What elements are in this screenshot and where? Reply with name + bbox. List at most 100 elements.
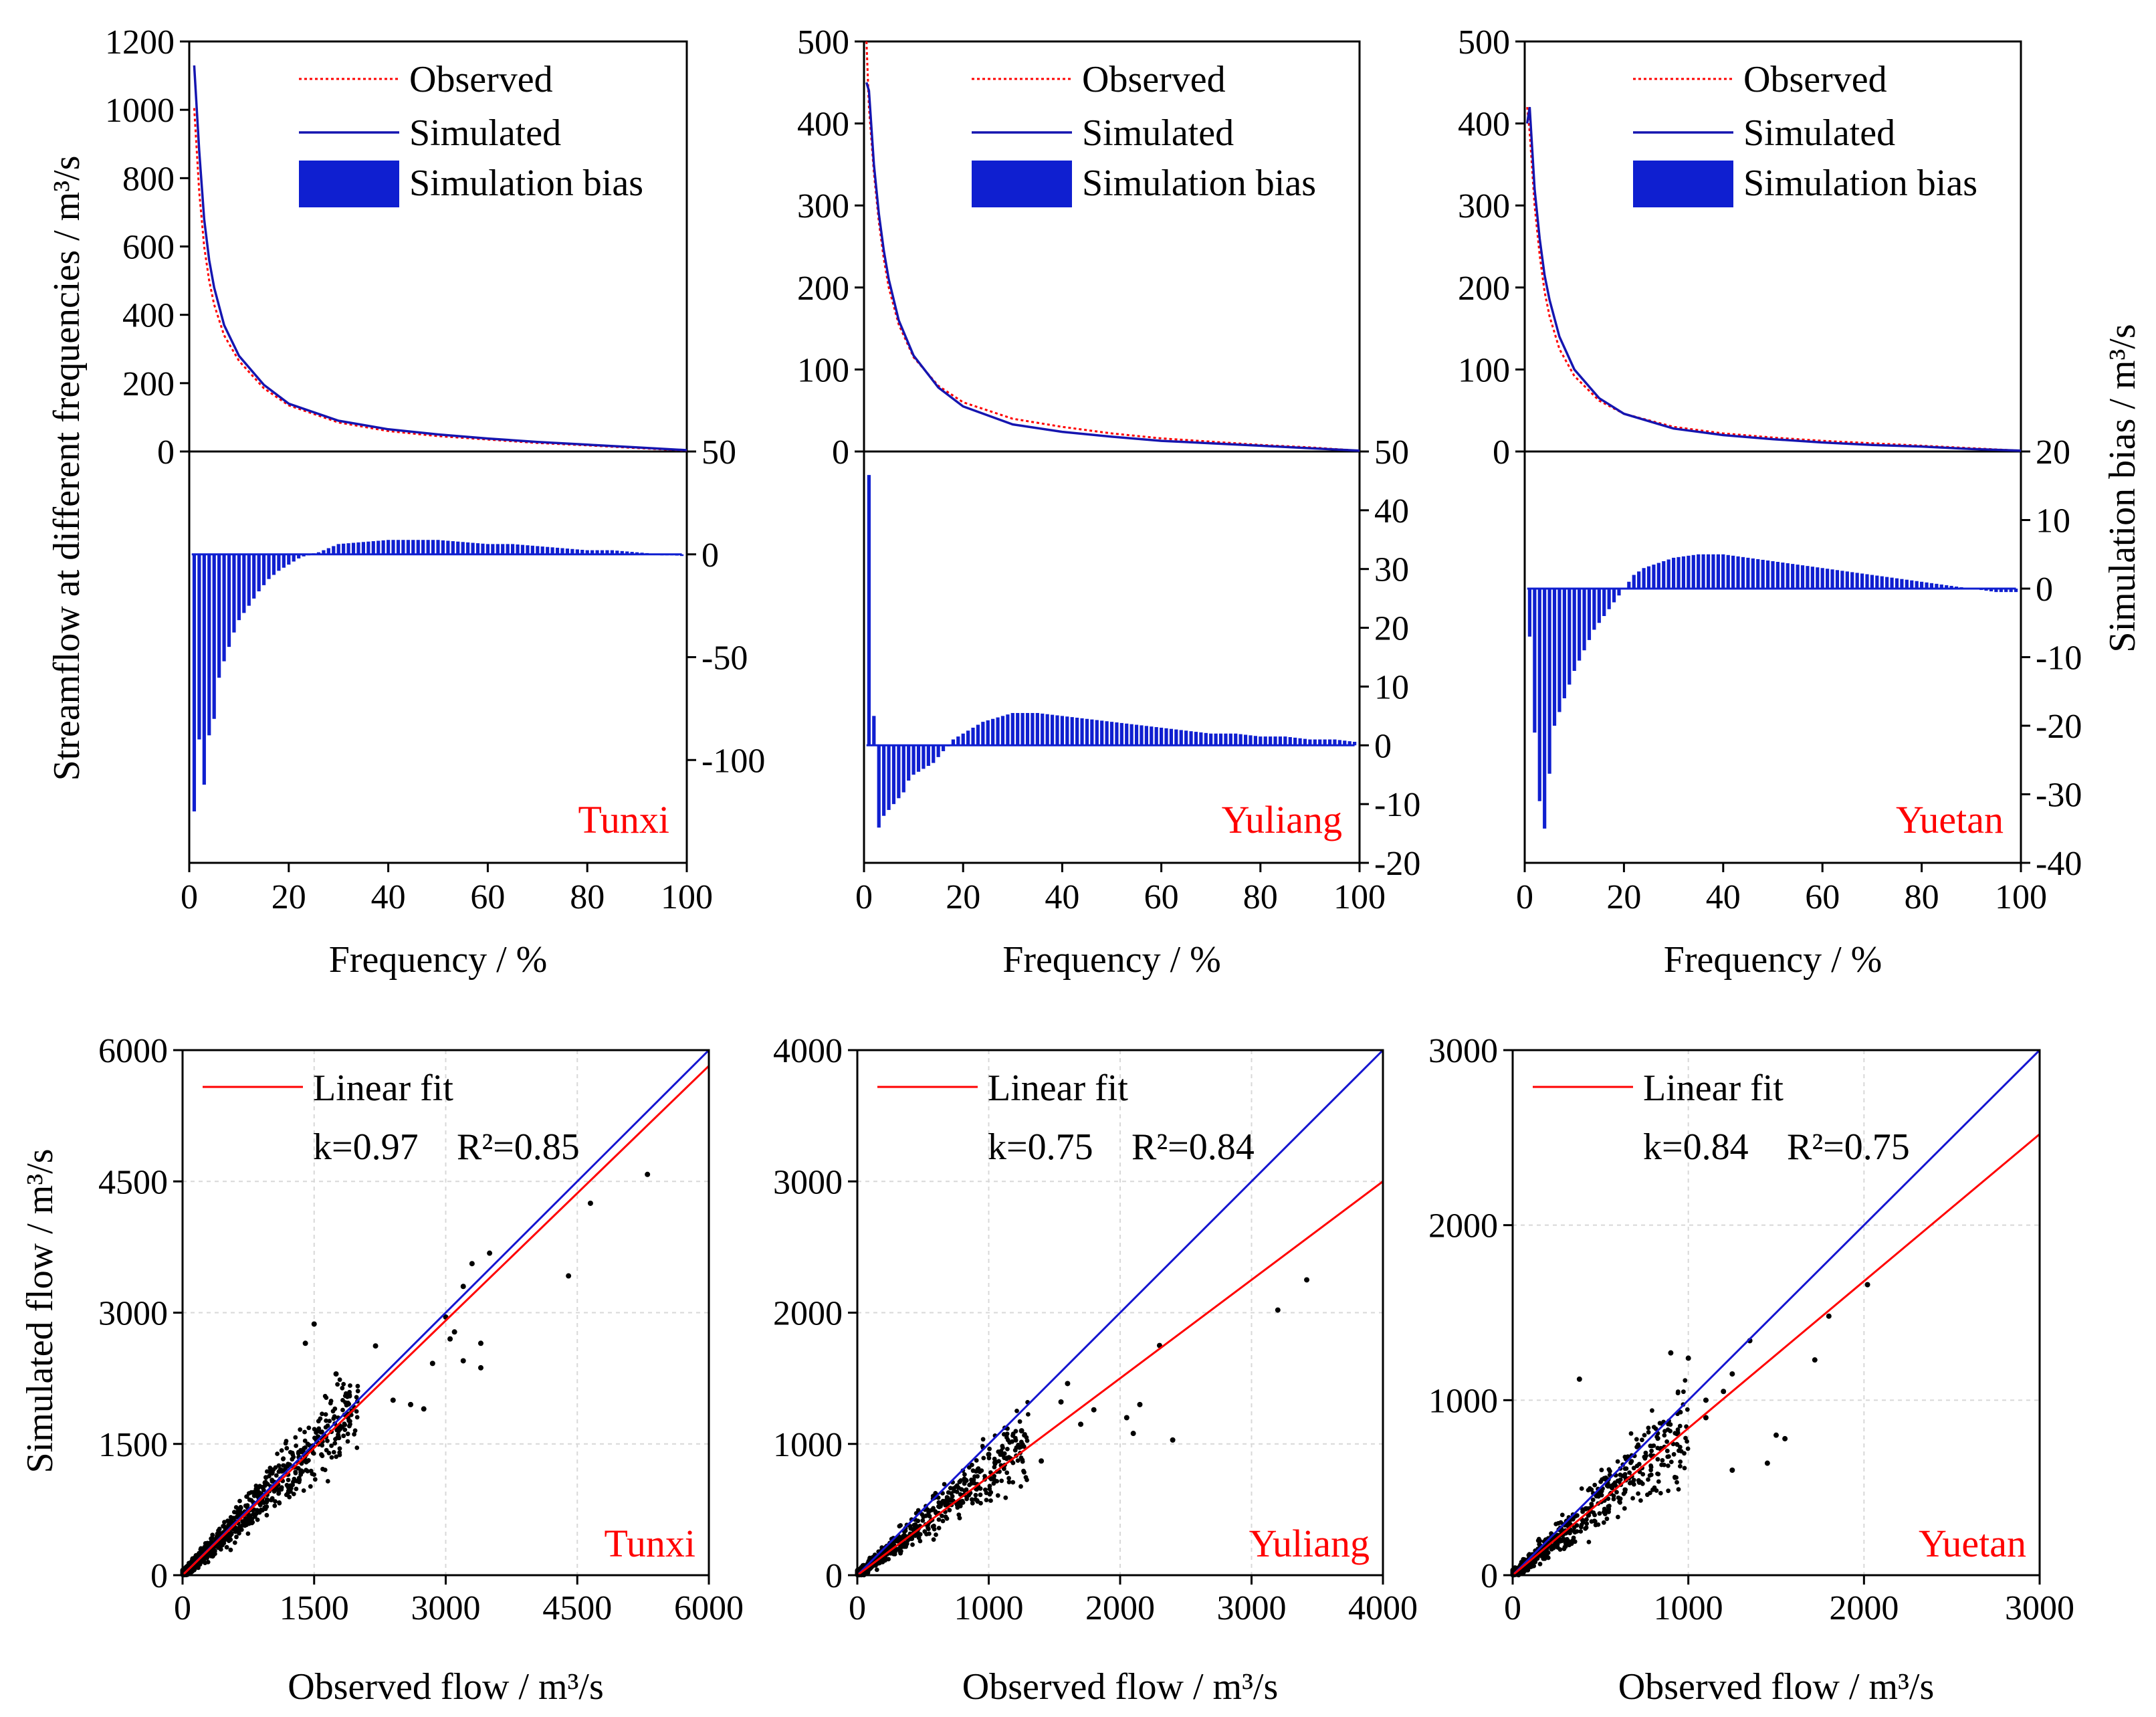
bias-bar [872,716,876,746]
scatter-point [302,1340,308,1346]
scatter-point [970,1462,974,1468]
bias-bar [1652,565,1656,589]
legend-simulated-label: Simulated [409,112,561,154]
x-axis-label: Frequency / % [1664,939,1882,981]
bias-bar [1706,554,1711,589]
scatter-point [460,1284,466,1290]
scatter-point [312,1427,317,1432]
fit-r2-label: R²=0.75 [1787,1126,1910,1168]
scatter-point [1023,1475,1029,1480]
scatter-point [354,1409,359,1414]
bias-bar [1343,740,1347,746]
bias-bar [1169,728,1174,746]
scatter-point [936,1517,942,1522]
bias-bar [1273,736,1277,746]
scatter-point [957,1516,962,1521]
bias-bar [262,554,266,585]
scatter-point [1622,1472,1628,1477]
scatter-point [874,1567,879,1573]
scatter-point [340,1398,345,1403]
bias-bar [1129,724,1134,746]
scatter-point [1275,1307,1281,1313]
scatter-point [1529,1564,1535,1569]
scatter-point [234,1526,239,1531]
scatter-point [1674,1475,1679,1480]
bias-bar [496,544,500,554]
scatter-point [267,1474,272,1479]
bias-bar [416,540,420,554]
legend-bias-label: Simulation bias [1743,163,1977,204]
scatter-point [1606,1506,1612,1512]
bias-bar [1885,577,1889,589]
scatter-point [302,1429,307,1435]
scatter-point [891,1542,896,1548]
scatter-point [1579,1486,1584,1491]
scatter-point [1014,1409,1019,1413]
x-tick-label: 2000 [1085,1589,1155,1627]
bias-bar [351,542,356,554]
scatter-point [1782,1435,1788,1441]
scatter-point [1642,1433,1647,1438]
scatter-point [1655,1472,1660,1476]
scatter-point [329,1455,334,1460]
bias-bar [1194,732,1198,746]
bias-bar [1880,576,1884,589]
bias-bar [401,540,405,554]
scatter-point [320,1453,325,1459]
scatter-point [925,1507,930,1512]
bias-bar [326,548,330,554]
bias-bar [1771,561,1775,589]
scatter-point [962,1488,967,1493]
scatter-point [1668,1350,1674,1356]
bias-bar [1174,729,1178,746]
scatter-point [296,1480,302,1485]
bias-bar [332,546,336,554]
bias-bar [897,745,901,799]
x-tick-label: 40 [1045,878,1079,916]
bias-bar [1989,589,1993,592]
scatter-point [1646,1429,1651,1435]
scatter-point [901,1534,906,1539]
bias-bar [1915,581,1919,589]
x-tick-label: 80 [1243,878,1278,916]
scatter-point [1677,1448,1681,1453]
bias-bar [202,554,206,785]
bias-bar [901,745,905,793]
bias-bar [277,554,281,571]
scatter-point [354,1395,359,1400]
scatter-point [1580,1519,1586,1524]
scatter-point [1682,1451,1687,1456]
bias-bar [555,547,560,554]
bias-bar [1672,557,1676,589]
bias-bar [1687,555,1691,589]
scatter-point [1631,1466,1636,1471]
scatter-point [1576,1376,1582,1382]
bias-bar [1929,583,1934,589]
y-tick-label: 3000 [1428,1032,1498,1070]
scatter-point [1683,1378,1688,1383]
scatter-point [1022,1433,1027,1438]
scatter-point [316,1419,321,1424]
scatter-point [895,1538,900,1544]
scatter-point [645,1171,651,1177]
scatter-point [306,1425,312,1431]
scatter-point [1541,1556,1546,1561]
scatter-point [1039,1458,1045,1464]
bias-bar [501,544,505,554]
y-tick-label: 400 [1458,106,1510,144]
scatter-point [336,1429,341,1433]
scatter-point [1018,1484,1023,1489]
bias-bar [426,540,430,554]
scatter-point [451,1329,457,1335]
x-tick-label: 60 [1144,878,1179,916]
bias-bar [1228,733,1232,746]
bias-tick-label: 0 [2036,571,2053,609]
scatter-point [1570,1538,1576,1543]
bias-bar [1115,722,1119,746]
bias-bar [882,745,886,816]
bias-bar [1984,589,1988,591]
scatter-panel-yuliang: 0 1000 2000 3000 4000 0 1000 2000 3000 4000 Observ… [773,1032,1418,1708]
scatter-point [257,1491,262,1496]
scatter-point [883,1558,887,1563]
scatter-point [286,1490,290,1496]
